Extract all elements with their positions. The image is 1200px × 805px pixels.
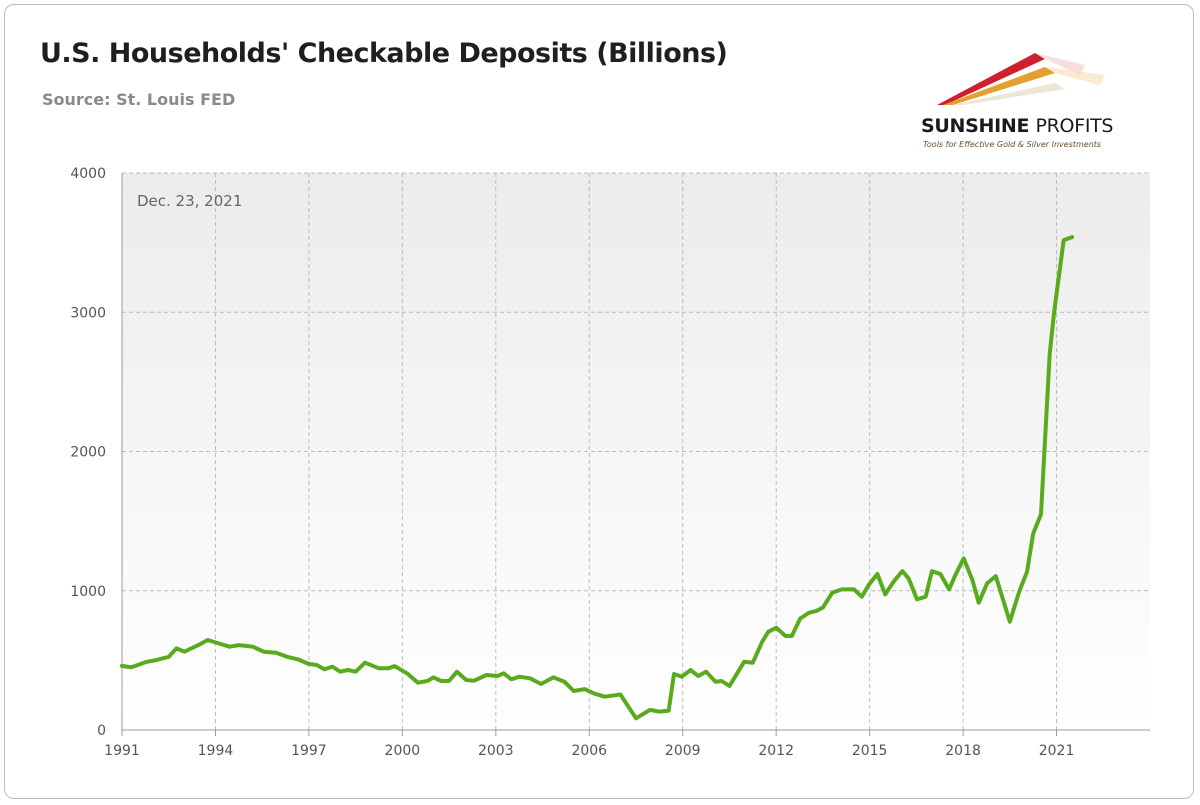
y-tick-label: 3000 [70,305,106,321]
logo-name2: PROFITS [1035,115,1114,137]
x-tick-label: 2000 [385,743,421,759]
x-tick-label: 1991 [104,743,140,759]
y-tick-label: 4000 [70,166,106,182]
y-tick-label: 1000 [70,584,106,600]
logo-tagline: Tools for Effective Gold & Silver Invest… [923,140,1102,149]
chart-title: U.S. Households' Checkable Deposits (Bil… [40,38,728,69]
y-tick-label: 0 [97,723,106,739]
x-tick-label: 2012 [758,743,794,759]
x-tick-label: 1994 [198,743,234,759]
x-tick-label: 2009 [665,743,701,759]
series-line [120,235,1075,721]
x-tick-label: 2003 [478,743,514,759]
y-tick-label: 2000 [70,445,106,461]
date-annotation: Dec. 23, 2021 [137,192,242,210]
x-tick-label: 2021 [1039,743,1075,759]
logo-wordmark: SUNSHINE PROFITS [921,115,1114,137]
x-tick-label: 2015 [852,743,888,759]
chart-subtitle: Source: St. Louis FED [42,90,236,109]
sunrays-icon [937,53,1105,105]
x-tick-label: 1997 [291,743,327,759]
x-tick-label: 2006 [571,743,607,759]
sunshine-profits-logo: SUNSHINE PROFITS Tools for Effective Gol… [915,45,1155,155]
logo-name: SUNSHINE [921,115,1030,137]
x-tick-label: 2018 [945,743,981,759]
